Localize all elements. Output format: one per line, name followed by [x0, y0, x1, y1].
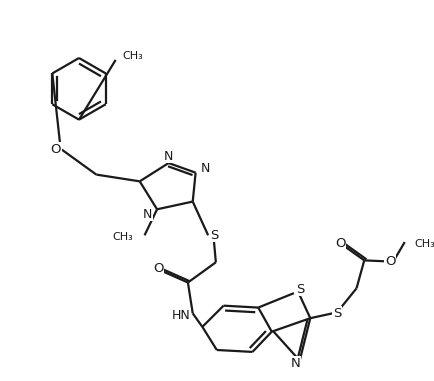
- Text: HN: HN: [171, 309, 190, 322]
- Text: CH₃: CH₃: [112, 232, 133, 242]
- Text: N: N: [164, 150, 173, 163]
- Text: O: O: [384, 255, 395, 268]
- Text: S: S: [332, 307, 341, 320]
- Text: N: N: [142, 208, 152, 221]
- Text: S: S: [296, 283, 304, 296]
- Text: CH₃: CH₃: [122, 51, 143, 61]
- Text: N: N: [200, 162, 210, 175]
- Text: CH₃: CH₃: [414, 239, 434, 249]
- Text: N: N: [290, 357, 300, 370]
- Text: O: O: [152, 262, 163, 275]
- Text: O: O: [334, 237, 345, 250]
- Text: S: S: [209, 229, 217, 242]
- Text: O: O: [50, 143, 61, 156]
